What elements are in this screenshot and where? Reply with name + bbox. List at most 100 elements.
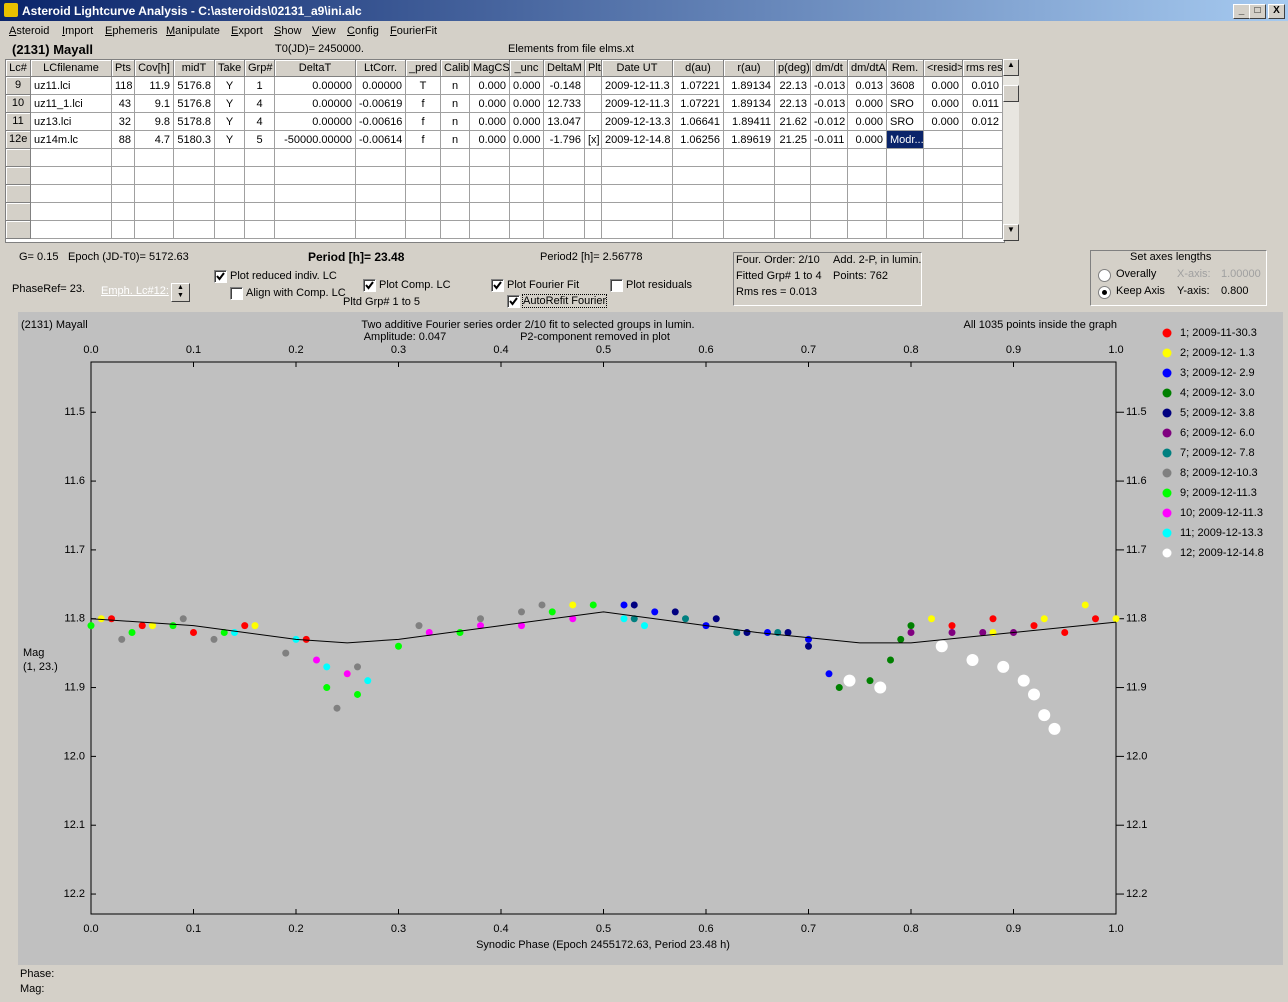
- row-header[interactable]: 10: [6, 95, 31, 113]
- column-header[interactable]: Lc#: [6, 60, 31, 77]
- table-cell[interactable]: [544, 149, 585, 167]
- table-cell[interactable]: [924, 131, 963, 149]
- table-cell[interactable]: -0.013: [811, 77, 848, 95]
- menu-item[interactable]: Manipulate: [166, 25, 220, 37]
- table-cell[interactable]: 0.000: [924, 113, 963, 131]
- table-cell[interactable]: n: [441, 77, 470, 95]
- menu-item[interactable]: Show: [274, 25, 302, 37]
- table-cell[interactable]: -0.00616: [356, 113, 406, 131]
- table-cell[interactable]: [135, 167, 174, 185]
- table-cell[interactable]: 0.00000: [356, 77, 406, 95]
- table-cell[interactable]: [887, 203, 924, 221]
- table-cell[interactable]: [215, 149, 245, 167]
- table-cell[interactable]: 0.010: [963, 77, 1003, 95]
- table-cell[interactable]: [924, 149, 963, 167]
- column-header[interactable]: DeltaM: [544, 60, 585, 77]
- close-button[interactable]: X: [1268, 4, 1285, 19]
- table-cell[interactable]: [811, 149, 848, 167]
- column-header[interactable]: d(au): [673, 60, 724, 77]
- column-header[interactable]: DeltaT: [275, 60, 356, 77]
- table-cell[interactable]: 0.000: [510, 77, 544, 95]
- column-header[interactable]: rms res: [963, 60, 1003, 77]
- table-cell[interactable]: 0.00000: [275, 113, 356, 131]
- table-cell[interactable]: 0.000: [470, 113, 510, 131]
- table-cell[interactable]: [174, 185, 215, 203]
- column-header[interactable]: Pts: [112, 60, 135, 77]
- table-cell[interactable]: 32: [112, 113, 135, 131]
- table-cell[interactable]: [245, 221, 275, 239]
- table-cell[interactable]: [602, 149, 673, 167]
- column-header[interactable]: dm/dt: [811, 60, 848, 77]
- table-cell[interactable]: -0.011: [811, 131, 848, 149]
- table-cell[interactable]: 4.7: [135, 131, 174, 149]
- table-cell[interactable]: 1.89134: [724, 77, 775, 95]
- table-cell[interactable]: [275, 221, 356, 239]
- table-cell[interactable]: [963, 203, 1003, 221]
- table-cell[interactable]: [215, 221, 245, 239]
- column-header[interactable]: Cov[h]: [135, 60, 174, 77]
- table-cell[interactable]: [673, 167, 724, 185]
- table-cell[interactable]: [31, 203, 112, 221]
- table-cell[interactable]: 21.62: [775, 113, 811, 131]
- row-header[interactable]: [6, 203, 31, 221]
- column-header[interactable]: LtCorr.: [356, 60, 406, 77]
- menu-item[interactable]: View: [312, 25, 336, 37]
- table-cell[interactable]: [673, 221, 724, 239]
- table-cell[interactable]: [174, 149, 215, 167]
- table-cell[interactable]: 4: [245, 95, 275, 113]
- table-cell[interactable]: 0.000: [470, 131, 510, 149]
- column-header[interactable]: Calib: [441, 60, 470, 77]
- table-cell[interactable]: [174, 203, 215, 221]
- table-cell[interactable]: [963, 221, 1003, 239]
- table-cell[interactable]: [174, 167, 215, 185]
- column-header[interactable]: LCfilename: [31, 60, 112, 77]
- table-cell[interactable]: [470, 221, 510, 239]
- table-cell[interactable]: 22.13: [775, 77, 811, 95]
- table-cell[interactable]: 1: [245, 77, 275, 95]
- table-cell[interactable]: uz14m.lc: [31, 131, 112, 149]
- column-header[interactable]: Plt: [585, 60, 602, 77]
- table-cell[interactable]: [245, 185, 275, 203]
- emph-label[interactable]: Emph. Lc#12:: [101, 285, 169, 297]
- table-cell[interactable]: [470, 185, 510, 203]
- table-cell[interactable]: [441, 221, 470, 239]
- table-cell[interactable]: [848, 203, 887, 221]
- table-cell[interactable]: 2009-12-11.3: [602, 95, 673, 113]
- table-cell[interactable]: [775, 149, 811, 167]
- table-cell[interactable]: 21.25: [775, 131, 811, 149]
- table-cell[interactable]: n: [441, 131, 470, 149]
- table-cell[interactable]: [602, 221, 673, 239]
- table-cell[interactable]: -0.013: [811, 95, 848, 113]
- table-cell[interactable]: Y: [215, 95, 245, 113]
- table-cell[interactable]: 0.000: [924, 95, 963, 113]
- table-cell[interactable]: [470, 203, 510, 221]
- table-cell[interactable]: [848, 221, 887, 239]
- table-cell[interactable]: [585, 149, 602, 167]
- table-cell[interactable]: [406, 149, 441, 167]
- table-cell[interactable]: [135, 149, 174, 167]
- row-header[interactable]: 12e: [6, 131, 31, 149]
- row-header[interactable]: [6, 221, 31, 239]
- table-cell[interactable]: [406, 221, 441, 239]
- column-header[interactable]: _pred: [406, 60, 441, 77]
- table-cell[interactable]: 13.047: [544, 113, 585, 131]
- table-cell[interactable]: [510, 185, 544, 203]
- table-cell[interactable]: [724, 203, 775, 221]
- scroll-down[interactable]: ▼: [1003, 224, 1019, 241]
- table-cell[interactable]: [356, 185, 406, 203]
- table-cell[interactable]: 0.000: [510, 95, 544, 113]
- menu-item[interactable]: Config: [347, 25, 379, 37]
- table-cell[interactable]: [848, 149, 887, 167]
- table-cell[interactable]: [356, 149, 406, 167]
- table-cell[interactable]: [585, 77, 602, 95]
- table-cell[interactable]: T: [406, 77, 441, 95]
- column-header[interactable]: Rem.: [887, 60, 924, 77]
- table-cell[interactable]: [441, 203, 470, 221]
- table-cell[interactable]: 1.06256: [673, 131, 724, 149]
- table-cell[interactable]: [602, 203, 673, 221]
- column-header[interactable]: midT: [174, 60, 215, 77]
- table-cell[interactable]: [811, 185, 848, 203]
- column-header[interactable]: _unc: [510, 60, 544, 77]
- table-cell[interactable]: [724, 149, 775, 167]
- table-cell[interactable]: [510, 221, 544, 239]
